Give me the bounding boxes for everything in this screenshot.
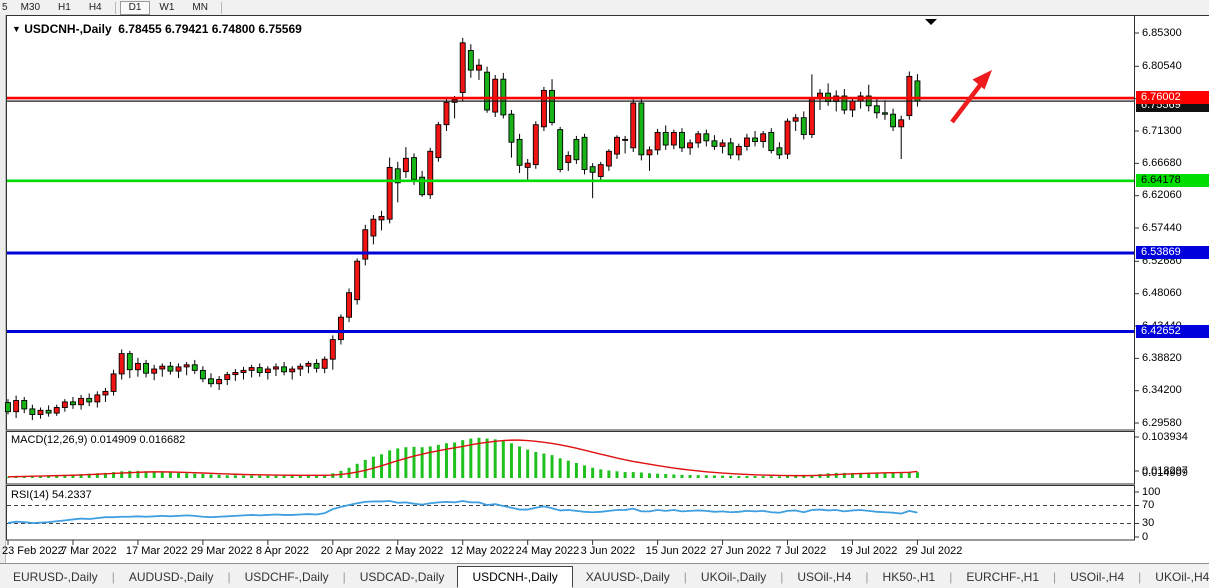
- symbol-tab-bar: EURUSD-,Daily | AUDUSD-,Daily | USDCHF-,Dail…: [0, 563, 1209, 588]
- tab-separator: |: [227, 569, 231, 584]
- rsi-pane-lines: [7, 505, 1134, 524]
- price-badge: 6.64178: [1136, 173, 1209, 187]
- date-axis-label: 24 May 2022: [515, 545, 580, 557]
- rsi-axis-tick: 70: [1142, 499, 1155, 511]
- date-axis-label: 8 Apr 2022: [255, 545, 310, 557]
- price-axis-tick: 6.71300: [1142, 124, 1182, 137]
- date-axis-label: 3 Jun 2022: [580, 545, 636, 557]
- chart-ohlc-values: 6.78455 6.79421 6.74800 6.75569: [118, 22, 302, 36]
- price-axis-tick: 6.62060: [1142, 189, 1182, 202]
- date-axis-label: 27 Jun 2022: [710, 545, 772, 557]
- rsi-axis-tick: 0: [1142, 530, 1149, 543]
- tab-separator: |: [865, 569, 869, 584]
- date-axis-label: 19 Jul 2022: [840, 545, 898, 557]
- symbol-tab-usdcad-daily[interactable]: USDCAD-,Daily: [359, 569, 445, 584]
- price-badge: 6.53869: [1136, 246, 1209, 260]
- macd-histogram: [6, 437, 919, 478]
- date-axis-label: 12 May 2022: [450, 545, 515, 557]
- symbol-tab-xauusd-daily[interactable]: XAUUSD-,Daily: [585, 569, 670, 584]
- macd-pane-label: MACD(12,26,9) 0.014909 0.016682: [11, 434, 185, 446]
- timeframe-button-MN[interactable]: MN: [192, 1, 208, 13]
- timeframe-button-W1[interactable]: W1: [159, 1, 175, 13]
- symbol-tab-usdcnh-daily[interactable]: USDCNH-,Daily: [457, 565, 573, 588]
- macd-axis-max: 0.103934: [1142, 431, 1188, 443]
- macd-signal-line: [7, 439, 918, 478]
- macd-axis-low: 0.018297: [1142, 464, 1188, 477]
- price-axis-tick: 6.38820: [1142, 351, 1182, 364]
- date-axis-label: 29 Mar 2022: [190, 545, 253, 557]
- date-axis-label: 20 Apr 2022: [320, 545, 381, 557]
- tab-separator: |: [342, 569, 346, 584]
- macd-axis-low-overlap: 0.014909: [1142, 466, 1188, 479]
- bar-position-marker-icon: [925, 19, 937, 25]
- horizontal-level-lines[interactable]: [7, 96, 1134, 334]
- tab-separator: |: [1138, 569, 1142, 584]
- date-axis-label: 15 Jun 2022: [645, 545, 707, 557]
- rsi-indicator-name: RSI(14): [11, 489, 49, 501]
- rsi-pane-label: RSI(14) 54.2337: [11, 489, 92, 501]
- symbol-tab-eurusd-daily[interactable]: EURUSD-,Daily: [13, 569, 98, 584]
- date-axis-label: 7 Jul 2022: [775, 545, 827, 557]
- one-click-dropdown-icon[interactable]: ▼: [12, 24, 21, 34]
- symbol-tab-usoil-h4[interactable]: USOil-,H4: [797, 569, 852, 584]
- symbol-tab-usoil-h4[interactable]: USOil-,H4: [1070, 569, 1125, 584]
- macd-indicator-name: MACD(12,26,9): [11, 434, 88, 446]
- price-badge: 6.42652: [1136, 324, 1209, 338]
- symbol-tab-hk50-h1[interactable]: HK50-,H1: [882, 569, 936, 584]
- symbol-tab-ukoil-h4[interactable]: UKOil-,H4: [1155, 569, 1209, 584]
- window-left-frame: [0, 15, 6, 588]
- price-axis-tick: 6.29580: [1142, 416, 1182, 429]
- date-axis-label: 7 Mar 2022: [60, 545, 117, 557]
- price-axis-tick: 6.80540: [1142, 59, 1182, 72]
- rsi-axis-tick: 30: [1142, 517, 1155, 529]
- price-axis-tick: 6.57440: [1142, 221, 1182, 234]
- symbol-tab-usdchf-daily[interactable]: USDCHF-,Daily: [244, 569, 329, 584]
- toolbar-separator: [220, 1, 222, 14]
- rsi-indicator-value: 54.2337: [51, 489, 92, 501]
- tab-separator: |: [780, 569, 784, 584]
- toolbar-separator: [114, 1, 116, 14]
- date-axis-label: 17 Mar 2022: [125, 545, 188, 557]
- date-axis-label: 2 May 2022: [385, 545, 444, 557]
- chart-title: ▼ USDCNH-,Daily 6.78455 6.79421 6.74800 …: [12, 22, 302, 36]
- price-axis-tick: 6.85300: [1142, 26, 1182, 39]
- chart-symbol-period: USDCNH-,Daily: [24, 22, 112, 36]
- rsi-axis-tick: 100: [1142, 485, 1161, 498]
- timeframe-button-partial[interactable]: 5: [2, 2, 8, 13]
- tab-separator: |: [111, 569, 115, 584]
- price-axis-tick: 6.48060: [1142, 287, 1182, 300]
- axis-tick-marks: [7, 32, 1139, 545]
- tab-separator: |: [683, 569, 687, 584]
- price-axis-tick: 6.66680: [1142, 156, 1182, 169]
- symbol-tab-audusd-daily[interactable]: AUDUSD-,Daily: [128, 569, 214, 584]
- date-axis-label: 29 Jul 2022: [905, 545, 963, 557]
- timeframe-button-M30[interactable]: M30: [20, 1, 41, 13]
- price-badge: 6.76002: [1136, 91, 1209, 105]
- timeframe-button-D1[interactable]: D1: [119, 0, 151, 15]
- trend-arrow-object[interactable]: [950, 70, 992, 124]
- candles: [5, 37, 921, 421]
- symbol-tab-eurchf-h1[interactable]: EURCHF-,H1: [966, 569, 1040, 584]
- macd-indicator-values: 0.014909 0.016682: [90, 434, 186, 446]
- symbol-tab-ukoil-daily[interactable]: UKOil-,Daily: [700, 569, 767, 584]
- pane-frames: [6, 15, 1209, 541]
- timeframe-button-H1[interactable]: H1: [58, 1, 71, 13]
- tab-separator: |: [1053, 569, 1057, 584]
- rsi-line: [7, 500, 918, 524]
- timeframe-button-H4[interactable]: H4: [88, 1, 102, 13]
- tab-separator: |: [949, 569, 953, 584]
- date-axis-label: 23 Feb 2022: [2, 545, 64, 557]
- price-axis-tick: 6.34200: [1142, 384, 1182, 397]
